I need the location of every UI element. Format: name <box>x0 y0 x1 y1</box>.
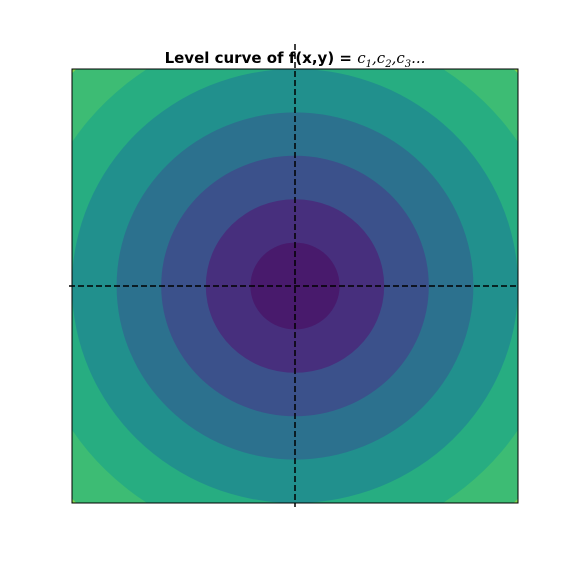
chart-title-text: Level curve of f(x,y) = <box>165 49 358 67</box>
title-math-c2: c <box>377 49 386 67</box>
title-math-separator: , <box>392 49 397 67</box>
title-math-c3: c <box>396 49 405 67</box>
title-math-c1: c <box>357 49 366 67</box>
title-math-subscript: 2 <box>384 59 391 70</box>
title-math-separator: ... <box>411 49 425 67</box>
title-math-subscript: 3 <box>405 59 411 70</box>
title-math-subscript: 1 <box>366 59 372 70</box>
plot-frame <box>71 68 519 504</box>
title-math-separator: , <box>372 49 377 67</box>
reference-lines <box>69 44 519 507</box>
chart-title: Level curve of f(x,y) = c1,c2,c3... <box>165 49 426 70</box>
